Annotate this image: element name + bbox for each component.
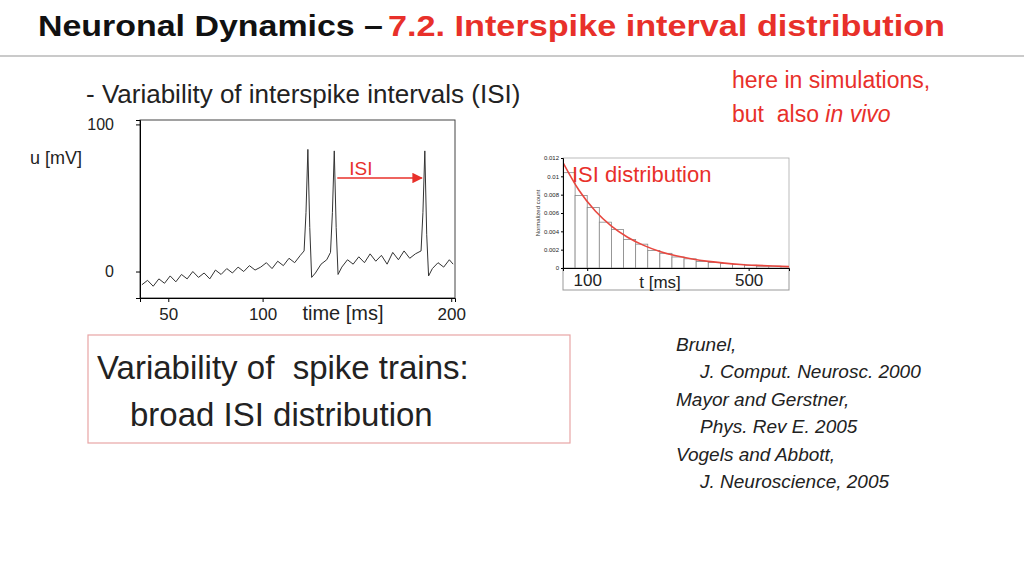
tick: 50 (159, 298, 178, 324)
histogram-bar (684, 259, 696, 268)
note-line1: here in simulations, (732, 67, 930, 93)
reference-journal: Phys. Rev E. 2005 (700, 416, 858, 437)
statement-line: broad ISI distribution (130, 396, 433, 433)
tick-label: 50 (159, 305, 178, 324)
reference-journal: J. Comput. Neurosc. 2000 (699, 361, 921, 382)
histogram-bar (672, 257, 684, 268)
histogram-bar (696, 262, 708, 268)
axis-line (141, 299, 456, 303)
title-black: Neuronal Dynamics – (38, 9, 383, 42)
tick-label: 0.006 (544, 210, 560, 216)
tick: 0 (105, 263, 140, 280)
statement-line: Variability of spike trains: (97, 349, 469, 386)
x-axis: 50 100 200 (141, 298, 466, 324)
tick: 0.008 (544, 192, 563, 198)
tick-mark (561, 213, 563, 214)
histogram-bar (599, 222, 611, 268)
tick-label: 0.002 (544, 247, 560, 253)
histogram-bar (575, 196, 587, 268)
tick-label: 100 (249, 305, 277, 324)
y-axis-title: Normalized count (535, 189, 541, 236)
bullet: - Variability of interspike intervals (I… (86, 79, 520, 109)
tick: 100 (249, 298, 277, 324)
title-red: 7.2. Interspike interval distribution (388, 9, 945, 42)
tick-label: 0.004 (544, 229, 560, 235)
y-axis: 0 0.002 0.004 0.006 0.008 0.01 0.012 (544, 155, 564, 271)
y-axis: 0 100 (87, 116, 140, 298)
tick-mark (561, 176, 563, 177)
tick-mark (561, 250, 563, 251)
tick: 200 (438, 298, 466, 324)
plot-area (142, 149, 453, 286)
note-text: but also (732, 101, 825, 127)
axis-line (136, 121, 141, 299)
tick: 0.004 (544, 229, 563, 235)
tick: 100 (87, 116, 140, 133)
plot-area (563, 163, 789, 268)
note-italic: in vivo (825, 101, 890, 127)
tick-label: 100 (87, 116, 114, 133)
reference-authors: Mayor and Gerstner, (676, 389, 849, 410)
histogram-bar (648, 251, 660, 268)
title-rule (0, 55, 1024, 57)
statement-box (88, 335, 570, 443)
tick: 0.01 (547, 174, 563, 180)
tick: 0.006 (544, 210, 563, 216)
tick-mark (561, 268, 563, 269)
histogram-bar (611, 230, 623, 269)
plot-frame (563, 158, 789, 268)
tick: 100 (574, 268, 602, 290)
tick-label: 0.012 (544, 155, 560, 161)
tick: 0.002 (544, 247, 563, 253)
slide: Neuronal Dynamics – 7.2. Interspike inte… (0, 0, 1024, 576)
histogram-bar (636, 244, 648, 268)
histogram-bar (624, 240, 636, 268)
tick-mark (168, 298, 169, 302)
tick-label: 100 (574, 271, 602, 290)
tick-mark (561, 195, 563, 196)
chart-title: ISI distribution (572, 162, 711, 187)
reference-authors: Vogels and Abbott, (676, 444, 835, 465)
x-axis-title: t [ms] (639, 273, 681, 292)
reference-authors: Brunel, (676, 334, 736, 355)
tick-label: 0.008 (544, 192, 560, 198)
tick-label: 0.01 (547, 174, 559, 180)
tick-mark (136, 272, 140, 273)
tick-label: 0 (556, 265, 560, 271)
tick: 500 (735, 268, 763, 290)
fit-line (563, 163, 789, 267)
isi-label: ISI (349, 158, 372, 179)
note-line2: but also in vivo (732, 101, 891, 127)
background (0, 0, 1024, 576)
tick-mark (561, 158, 563, 159)
tick: 0 (556, 265, 563, 271)
tick-mark (136, 124, 140, 125)
tick-label: 0 (105, 263, 114, 280)
histogram-bar (660, 253, 672, 268)
tick-label: 200 (438, 305, 466, 324)
x-axis-title: time [ms] (302, 302, 383, 324)
voltage-trace (142, 149, 453, 286)
tick-mark (561, 231, 563, 232)
tick-mark (451, 298, 452, 302)
tick-mark (263, 298, 264, 302)
axis-line (561, 159, 564, 269)
histogram-bar (587, 208, 599, 269)
tick-label: 500 (735, 271, 763, 290)
y-axis-title: u [mV] (30, 148, 82, 168)
tick: 0.012 (544, 155, 563, 161)
reference-journal: J. Neuroscience, 2005 (699, 471, 889, 492)
plot-frame (140, 120, 455, 298)
